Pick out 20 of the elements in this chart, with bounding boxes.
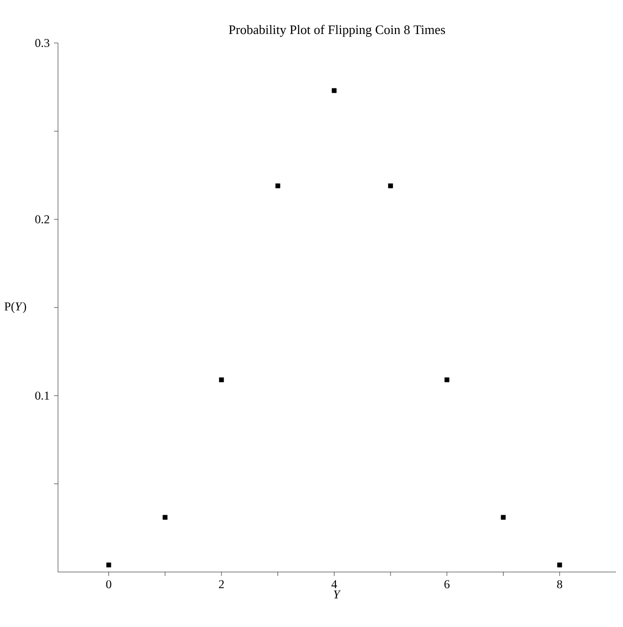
x-axis-title: Y — [334, 590, 341, 598]
chart-title: Probability Plot of Flipping Coin 8 Times — [228, 24, 446, 37]
x-tick-label: 4 — [331, 580, 337, 588]
point — [444, 377, 450, 382]
y-axis-title: P(Y) — [4, 302, 26, 313]
point — [557, 562, 562, 568]
point — [219, 377, 224, 382]
x-tick-label: 2 — [218, 580, 224, 588]
point — [500, 514, 506, 520]
point — [388, 183, 393, 188]
y-tick-label: 0.1 — [35, 392, 50, 400]
point — [162, 514, 168, 520]
x-tick-label: 0 — [106, 580, 112, 588]
y-tick-label: 0.3 — [35, 38, 50, 48]
point — [332, 88, 337, 94]
y-tick-label: 0.2 — [35, 215, 50, 224]
x-tick-label: 6 — [444, 580, 450, 588]
point — [106, 562, 112, 568]
point — [275, 183, 280, 188]
x-tick-label: 8 — [557, 580, 562, 588]
